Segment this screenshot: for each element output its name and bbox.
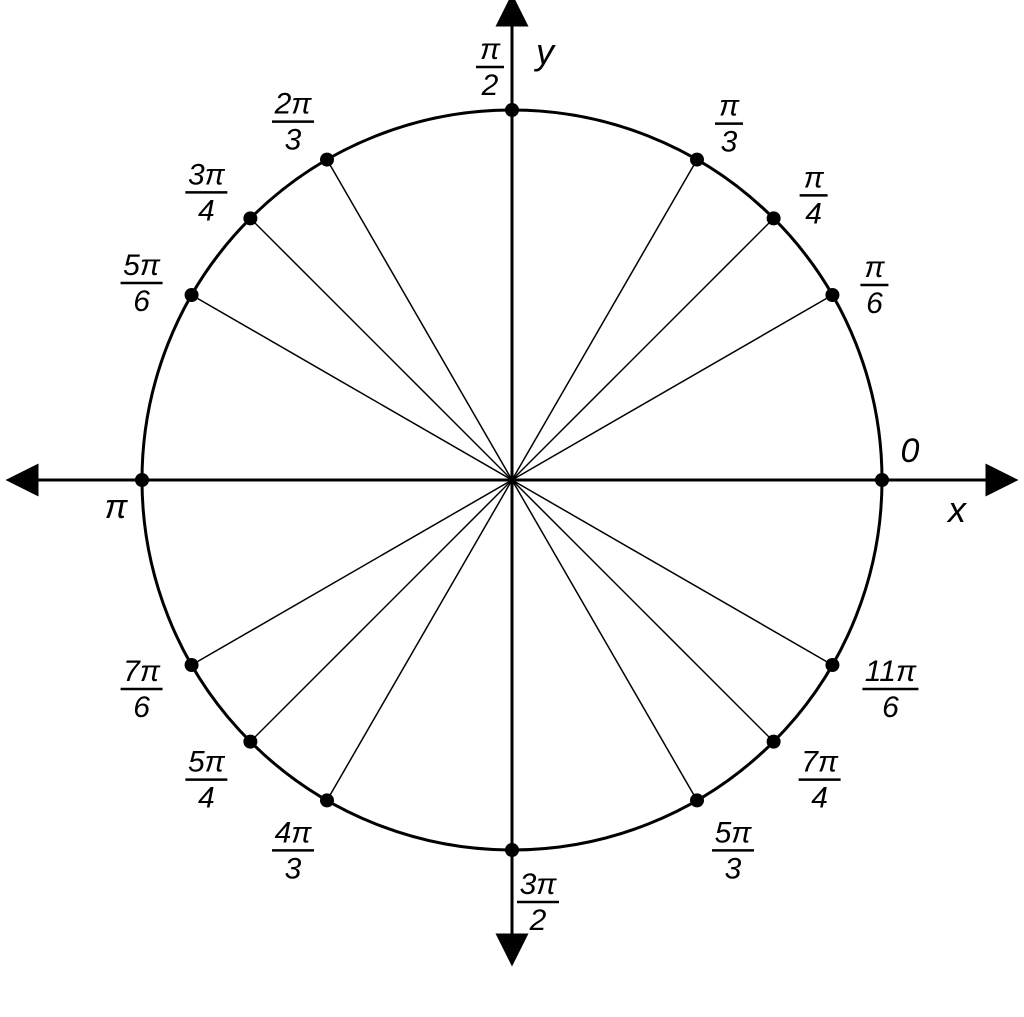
angle-label-fraction: 5π4 <box>185 746 227 815</box>
angle-label: π <box>105 488 129 526</box>
y-axis-label: y <box>533 31 556 72</box>
svg-text:2: 2 <box>481 69 499 102</box>
svg-text:2π: 2π <box>274 88 313 121</box>
angle-label: 0 <box>901 432 920 470</box>
radius-line <box>512 160 697 480</box>
angle-point <box>135 473 149 487</box>
svg-text:7π: 7π <box>123 655 161 688</box>
angle-point <box>505 103 519 117</box>
radius-line <box>192 480 512 665</box>
radius-line <box>250 218 512 480</box>
angle-point <box>690 793 704 807</box>
svg-text:2: 2 <box>529 904 547 937</box>
svg-text:6: 6 <box>866 287 883 320</box>
angle-point <box>505 843 519 857</box>
angle-point <box>825 658 839 672</box>
radius-line <box>512 218 774 480</box>
svg-text:π: π <box>719 90 740 123</box>
radius-line <box>250 480 512 742</box>
radius-line <box>327 160 512 480</box>
svg-text:π: π <box>480 33 501 66</box>
angle-point <box>320 793 334 807</box>
radius-line <box>512 295 832 480</box>
svg-text:3: 3 <box>721 126 738 159</box>
svg-text:4: 4 <box>811 782 828 815</box>
svg-text:7π: 7π <box>801 746 839 779</box>
svg-text:6: 6 <box>882 691 899 724</box>
unit-circle-diagram: yx0π6π4π3π22π33π45π6π7π65π44π33π25π37π41… <box>0 0 1024 1017</box>
svg-text:3: 3 <box>285 852 302 885</box>
svg-text:4: 4 <box>198 782 215 815</box>
radius-line <box>512 480 832 665</box>
angle-point <box>767 735 781 749</box>
angle-label-fraction: 3π2 <box>517 868 559 937</box>
angle-label-fraction: 3π4 <box>185 158 227 227</box>
svg-text:4: 4 <box>198 194 215 227</box>
svg-text:5π: 5π <box>715 816 753 849</box>
angle-point <box>767 211 781 225</box>
angle-point <box>690 153 704 167</box>
svg-text:4: 4 <box>805 197 822 230</box>
svg-text:4π: 4π <box>275 816 313 849</box>
angle-label-fraction: π6 <box>860 251 888 320</box>
angle-label-fraction: 4π3 <box>272 816 314 885</box>
angle-label-fraction: 5π3 <box>712 816 754 885</box>
svg-text:π: π <box>864 251 885 284</box>
svg-text:3: 3 <box>725 852 742 885</box>
x-axis-label: x <box>946 489 968 530</box>
radius-line <box>512 480 774 742</box>
angle-point <box>875 473 889 487</box>
angle-point <box>185 288 199 302</box>
angle-label-fraction: 11π6 <box>862 655 918 724</box>
svg-text:3π: 3π <box>520 868 558 901</box>
svg-text:3: 3 <box>285 124 302 157</box>
angle-point <box>243 735 257 749</box>
svg-text:6: 6 <box>133 285 150 318</box>
angle-label-fraction: 5π6 <box>121 249 163 318</box>
angle-label-fraction: 7π4 <box>799 746 841 815</box>
svg-text:3π: 3π <box>188 158 226 191</box>
radius-line <box>512 480 697 800</box>
svg-text:11π: 11π <box>865 655 917 688</box>
svg-text:6: 6 <box>133 691 150 724</box>
angle-point <box>320 153 334 167</box>
angle-point <box>185 658 199 672</box>
angle-label-fraction: π4 <box>800 161 828 230</box>
radius-line <box>192 295 512 480</box>
svg-text:π: π <box>804 161 825 194</box>
angle-label-fraction: π3 <box>715 90 743 159</box>
angle-label-fraction: π2 <box>476 33 504 102</box>
angle-point <box>243 211 257 225</box>
angle-label-fraction: 7π6 <box>121 655 163 724</box>
angle-label-fraction: 2π3 <box>272 88 314 157</box>
angle-point <box>825 288 839 302</box>
svg-text:5π: 5π <box>188 746 226 779</box>
svg-text:5π: 5π <box>123 249 161 282</box>
radius-line <box>327 480 512 800</box>
